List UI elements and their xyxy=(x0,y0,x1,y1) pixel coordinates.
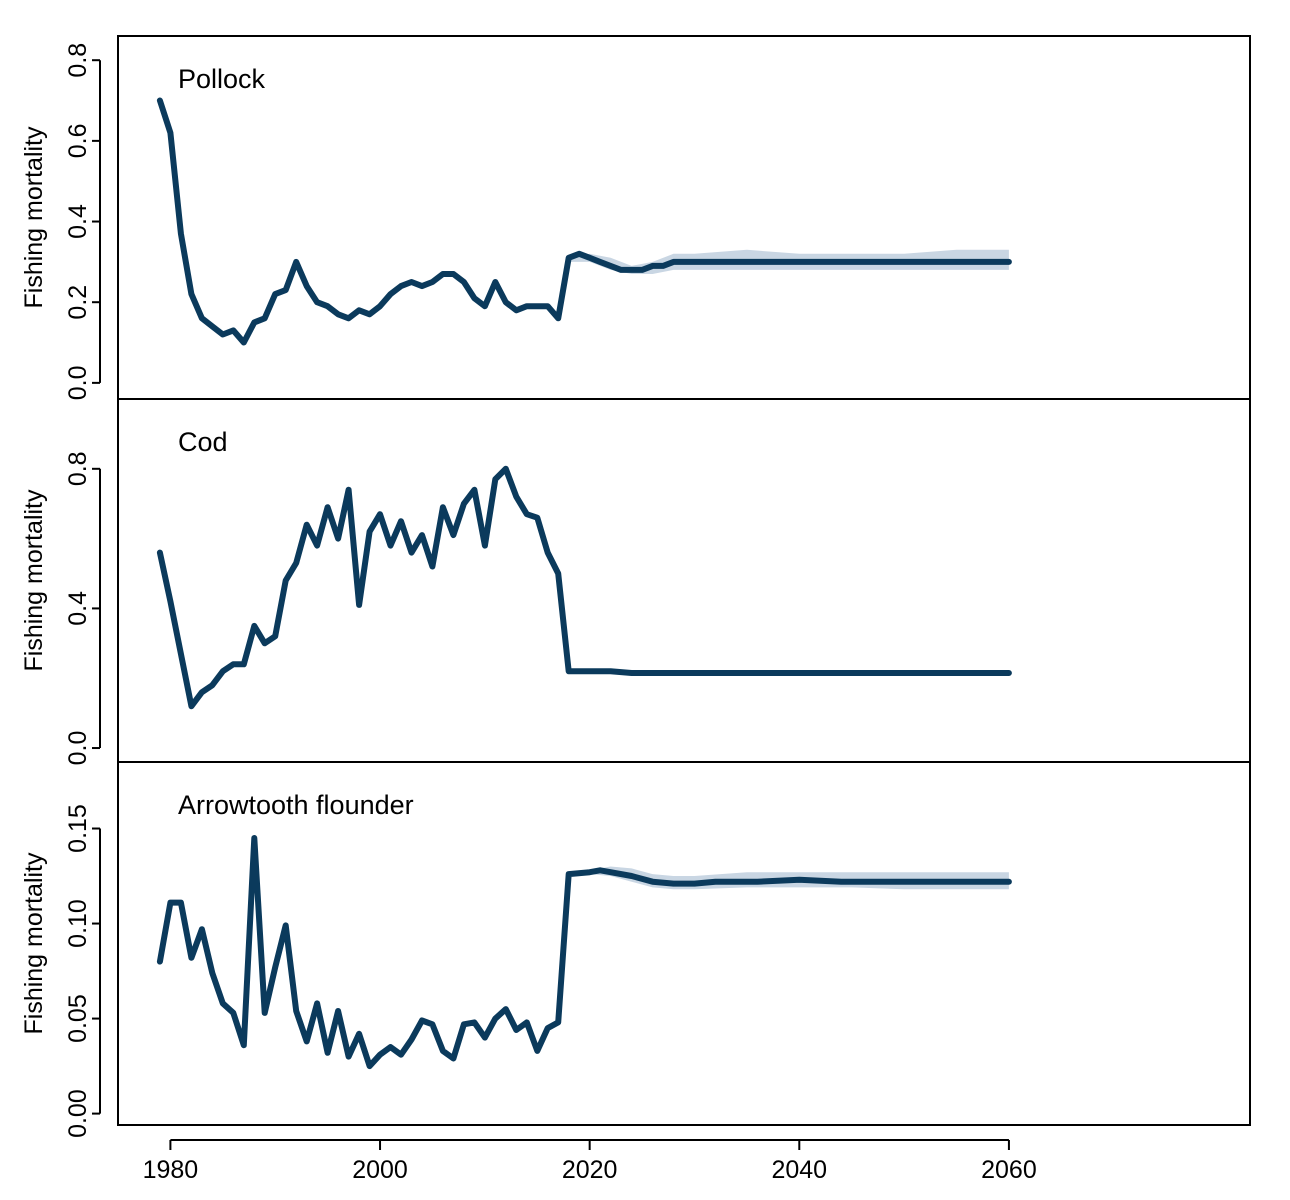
series-line xyxy=(156,835,1012,1070)
panel-title: Cod xyxy=(178,427,228,457)
y-tick-label: 0.05 xyxy=(64,994,92,1043)
y-axis-label: Fishing mortality xyxy=(20,126,48,308)
y-tick-label: 0.2 xyxy=(64,285,92,320)
panel-frame xyxy=(117,761,1251,1126)
series-line xyxy=(156,465,1012,710)
y-tick-label: 0.4 xyxy=(64,204,92,239)
panel-title: Arrowtooth flounder xyxy=(178,790,414,820)
y-tick-label: 0.10 xyxy=(64,899,92,948)
y-tick-label: 0.6 xyxy=(64,124,92,159)
panel-title: Pollock xyxy=(178,64,266,94)
y-tick-label: 0.0 xyxy=(64,366,92,401)
y-tick-label: 0.15 xyxy=(64,804,92,853)
panel-frame xyxy=(117,35,1251,400)
y-tick-label: 0.8 xyxy=(64,451,92,486)
x-tick-label: 2020 xyxy=(562,1156,618,1184)
series-line xyxy=(156,97,1012,346)
x-tick-label: 2040 xyxy=(771,1156,827,1184)
x-tick-label: 1980 xyxy=(143,1156,199,1184)
y-tick-label: 0.0 xyxy=(64,731,92,766)
x-tick-label: 2060 xyxy=(981,1156,1037,1184)
y-tick-label: 0.8 xyxy=(64,43,92,78)
y-tick-label: 0.4 xyxy=(64,591,92,626)
y-axis-label: Fishing mortality xyxy=(20,852,48,1034)
y-axis-label: Fishing mortality xyxy=(20,489,48,671)
x-tick-label: 2000 xyxy=(352,1156,408,1184)
y-tick-label: 0.00 xyxy=(64,1089,92,1138)
